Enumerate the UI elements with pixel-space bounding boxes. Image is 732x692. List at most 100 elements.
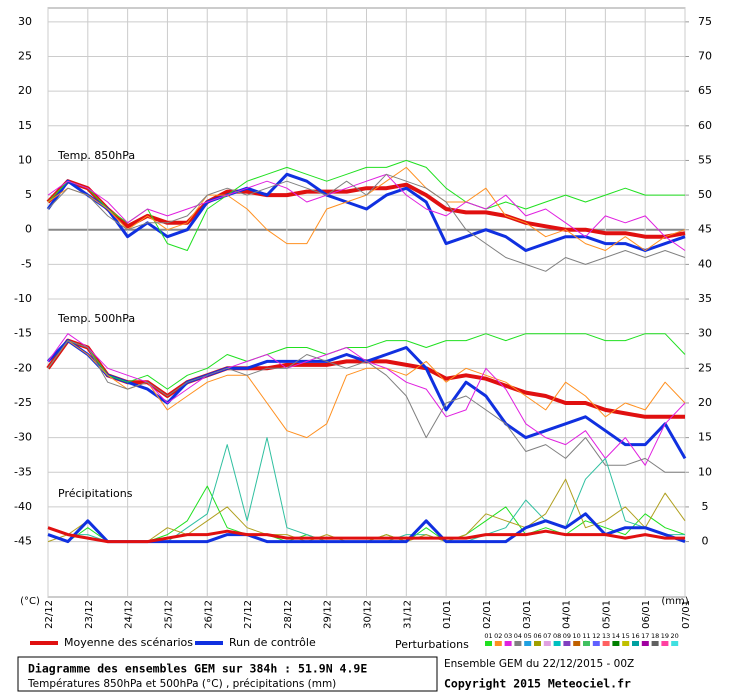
legend-member: 17 xyxy=(641,632,649,640)
x-tick-label: 27/12 xyxy=(243,600,254,629)
y-tick-label: 5 xyxy=(25,188,32,201)
legend-member: 01 xyxy=(484,632,492,640)
legend-member: 20 xyxy=(671,632,679,640)
y2-axis-label: (mm) xyxy=(661,596,688,607)
legend-member-swatch xyxy=(563,641,571,646)
y2-tick-label: 20 xyxy=(698,396,712,409)
y-tick-label: -5 xyxy=(21,257,32,270)
legend-member: 07 xyxy=(543,632,551,640)
legend-member-swatch xyxy=(641,641,649,646)
x-tick-label: 25/12 xyxy=(163,600,174,629)
legend-member-swatch xyxy=(573,641,581,646)
y-tick-label: -30 xyxy=(14,431,32,444)
y2-tick-label: 50 xyxy=(698,188,712,201)
annotation: Temp. 850hPa xyxy=(57,149,135,162)
legend-member: 11 xyxy=(582,632,590,640)
y-tick-label: -20 xyxy=(14,361,32,374)
legend-member: 04 xyxy=(514,632,522,640)
legend-member-swatch xyxy=(504,641,512,646)
annotation: Temp. 500hPa xyxy=(57,312,135,325)
legend-label: Run de contrôle xyxy=(229,636,316,649)
legend-member-swatch xyxy=(494,641,502,646)
plot-lines xyxy=(46,159,687,544)
y-tick-label: -35 xyxy=(14,465,32,478)
y-tick-label: 15 xyxy=(18,119,32,132)
x-tick-label: 22/12 xyxy=(44,600,55,629)
y2-tick-label: 45 xyxy=(698,223,712,236)
series-line xyxy=(47,526,685,544)
y2-tick-label: 65 xyxy=(698,84,712,97)
legend-member: 12 xyxy=(592,632,600,640)
series-line xyxy=(47,173,686,272)
x-tick-label: 31/12 xyxy=(402,600,413,629)
y2-tick-label: 70 xyxy=(698,50,712,63)
legend-member-swatch xyxy=(514,641,522,646)
legend-member-swatch xyxy=(622,641,630,646)
y2-tick-label: 35 xyxy=(698,292,712,305)
legend-member-swatch xyxy=(602,641,610,646)
labels: 302520151050-5-10-15-20-25-30-35-40-4575… xyxy=(14,15,712,651)
legend-label: Moyenne des scénarios xyxy=(64,636,193,649)
y2-tick-label: 0 xyxy=(702,535,709,548)
series-line xyxy=(47,340,686,439)
y2-tick-label: 30 xyxy=(698,327,712,340)
y-tick-label: -45 xyxy=(14,535,32,548)
y-tick-label: -15 xyxy=(14,327,32,340)
x-tick-label: 30/12 xyxy=(363,600,374,629)
legend-member-swatch xyxy=(671,641,679,646)
y2-tick-label: 5 xyxy=(702,500,709,513)
legend-member-swatch xyxy=(651,641,659,646)
y2-tick-label: 25 xyxy=(698,361,712,374)
y-tick-label: 10 xyxy=(18,153,32,166)
x-tick-label: 26/12 xyxy=(203,600,214,629)
legend-member: 09 xyxy=(563,632,571,640)
y2-tick-label: 55 xyxy=(698,153,712,166)
y-tick-label: 25 xyxy=(18,50,32,63)
footer-title: Diagramme des ensembles GEM sur 384h : 5… xyxy=(28,662,367,676)
series-line xyxy=(47,340,685,473)
x-tick-label: 24/12 xyxy=(124,600,135,629)
series-line xyxy=(46,172,686,252)
footer-box xyxy=(17,656,438,692)
x-tick-label: 07/01 xyxy=(681,600,692,629)
y2-tick-label: 40 xyxy=(698,257,712,270)
legend-member-swatch xyxy=(553,641,561,646)
x-tick-label: 01/01 xyxy=(442,600,453,629)
legend-member-swatch xyxy=(632,641,639,646)
y-tick-label: 30 xyxy=(18,15,32,28)
legend-member-swatch xyxy=(592,641,600,646)
legend-member: 15 xyxy=(622,632,630,640)
legend-member-swatch xyxy=(534,641,541,646)
legend-member: 14 xyxy=(612,632,620,640)
y-tick-label: -25 xyxy=(14,396,32,409)
legend-member: 10 xyxy=(573,632,581,640)
x-tick-label: 03/01 xyxy=(522,600,533,629)
legend-member-swatch xyxy=(661,641,669,646)
legend-member: 16 xyxy=(631,632,639,640)
x-tick-label: 05/01 xyxy=(601,600,612,629)
legend-title: Perturbations xyxy=(395,638,469,651)
footer-copyright: Copyright 2015 Meteociel.fr xyxy=(444,677,631,691)
legend-member: 02 xyxy=(494,632,502,640)
legend-member-swatch xyxy=(524,641,532,646)
y-axis-label: (°C) xyxy=(20,596,40,607)
legend-member-swatch xyxy=(543,641,551,646)
x-tick-label: 06/01 xyxy=(641,600,652,629)
x-tick-label: 04/01 xyxy=(562,600,573,629)
footer-run: Ensemble GEM du 22/12/2015 - 00Z xyxy=(444,658,634,670)
legend-member: 19 xyxy=(661,632,669,640)
series-line xyxy=(47,333,686,390)
legend-member-swatch xyxy=(485,641,492,646)
series-line xyxy=(46,179,686,239)
legend-member: 03 xyxy=(504,632,512,640)
annotation: Précipitations xyxy=(58,487,133,500)
y2-tick-label: 10 xyxy=(698,465,712,478)
y-tick-label: 20 xyxy=(18,84,32,97)
legend-member: 13 xyxy=(602,632,610,640)
y2-tick-label: 75 xyxy=(698,15,712,28)
legend-member-swatch xyxy=(612,641,620,646)
legend-member: 08 xyxy=(553,632,561,640)
footer-subtitle: Températures 850hPa et 500hPa (°C) , pré… xyxy=(27,678,336,690)
legend-member: 06 xyxy=(533,632,541,640)
